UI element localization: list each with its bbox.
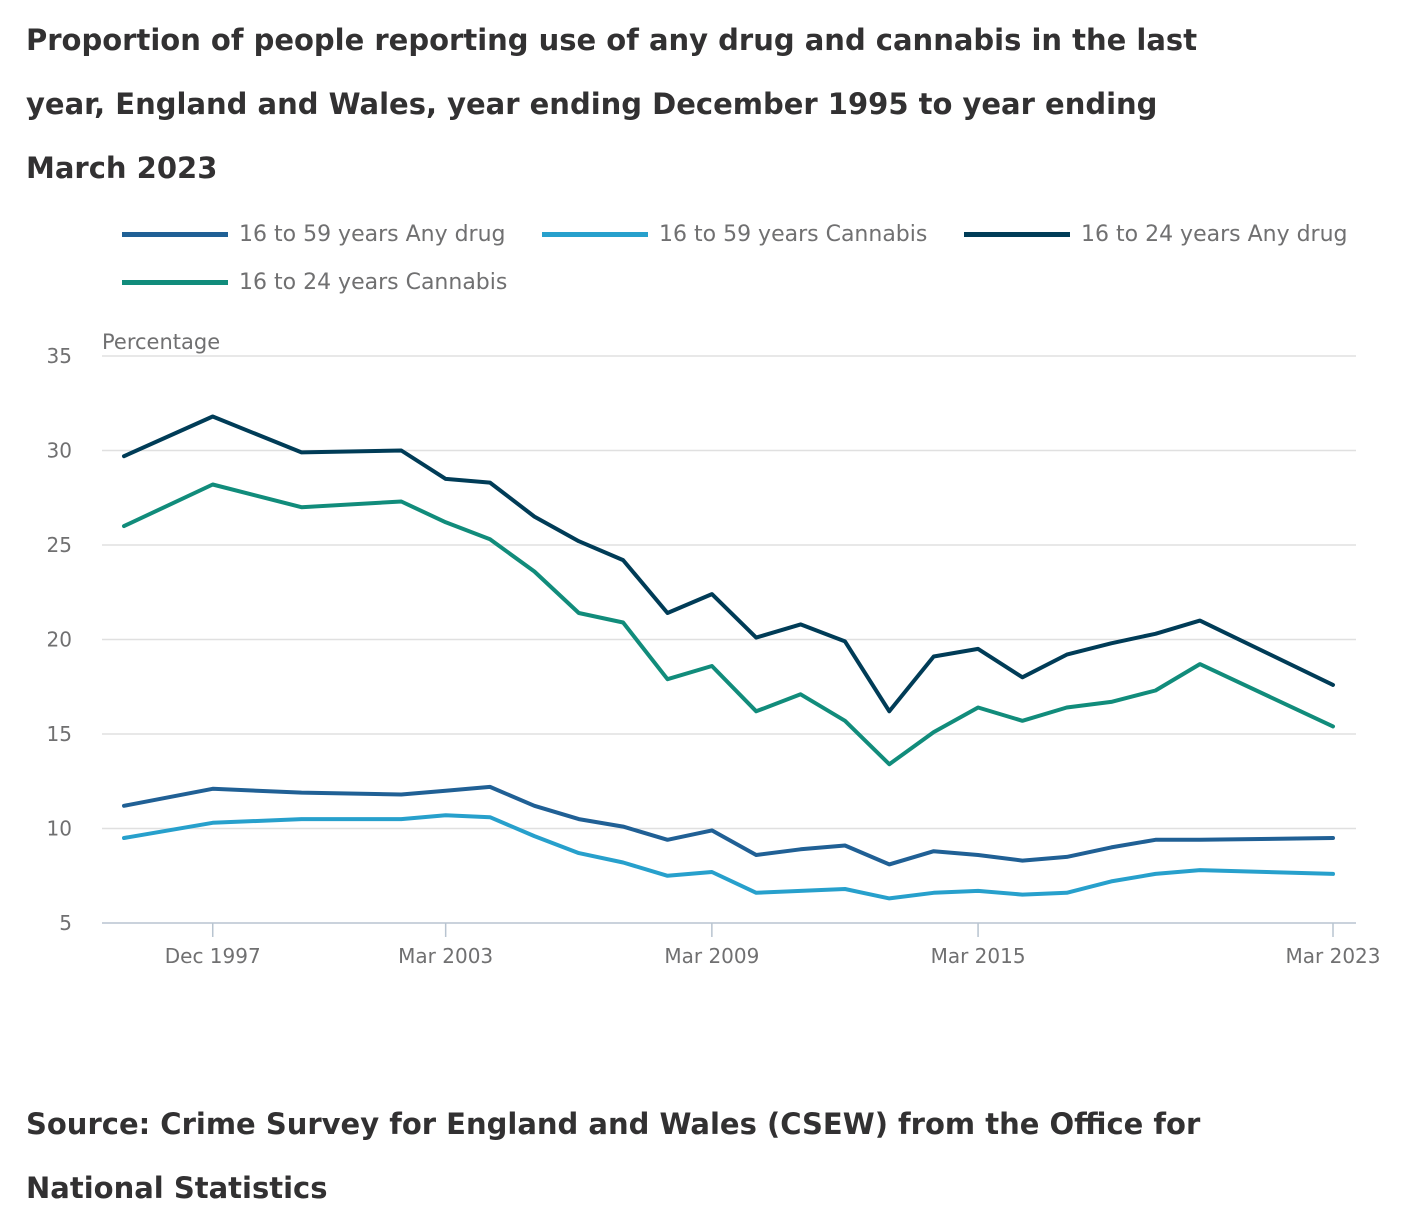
series-line-16-to-24-years-any-drug (122, 414, 1335, 714)
series-line-16-to-59-years-cannabis (122, 813, 1335, 901)
legend-item-16-59-cannabis: 16 to 59 years Cannabis (542, 222, 927, 247)
x-tick-label: Mar 2009 (664, 944, 759, 968)
legend-label: 16 to 24 years Any drug (1081, 222, 1348, 247)
legend-label: 16 to 59 years Cannabis (659, 222, 928, 247)
legend-label: 16 to 59 years Any drug (239, 222, 506, 247)
x-axis: Dec 1997 Mar 2003 Mar 2009 Mar 2015 Mar 2023 (102, 922, 1381, 968)
legend-label: 16 to 24 years Cannabis (239, 270, 508, 295)
x-tick-label: Mar 2023 (1286, 944, 1381, 968)
legend-item-16-24-cannabis: 16 to 24 years Cannabis (122, 270, 507, 295)
legend-swatch-icon (122, 280, 228, 285)
legend-swatch-icon (964, 232, 1070, 237)
legend-item-16-24-any-drug: 16 to 24 years Any drug (964, 222, 1348, 247)
y-tick-label: 10 (47, 817, 72, 841)
series-line-16-to-59-years-any-drug (122, 784, 1335, 867)
y-axis-label: Percentage (102, 330, 220, 354)
source-note: Source: Crime Survey for England and Wal… (26, 1107, 1201, 1205)
y-tick-label: 5 (59, 911, 72, 935)
y-tick-label: 30 (47, 439, 72, 463)
legend-swatch-icon (122, 232, 228, 237)
x-tick-label: Mar 2003 (398, 944, 493, 968)
y-tick-label: 25 (47, 533, 72, 557)
y-tick-label: 20 (47, 628, 72, 652)
legend-item-16-59-any-drug: 16 to 59 years Any drug (122, 222, 506, 247)
x-tick-label: Dec 1997 (165, 944, 261, 968)
legend-swatch-icon (542, 232, 648, 237)
chart-title: Proportion of people reporting use of an… (26, 23, 1198, 185)
y-axis-ticks: 5 10 15 20 25 30 35 (47, 344, 72, 935)
series-line-16-to-24-years-cannabis (122, 482, 1335, 767)
y-tick-label: 35 (47, 344, 72, 368)
line-chart: 5 10 15 20 25 30 35 Dec 1997 Mar 2003 Mar 2009 Ma… (47, 330, 1381, 968)
grid-lines (102, 355, 1356, 830)
series-lines (122, 414, 1335, 901)
y-tick-label: 15 (47, 722, 72, 746)
x-tick-label: Mar 2015 (931, 944, 1026, 968)
